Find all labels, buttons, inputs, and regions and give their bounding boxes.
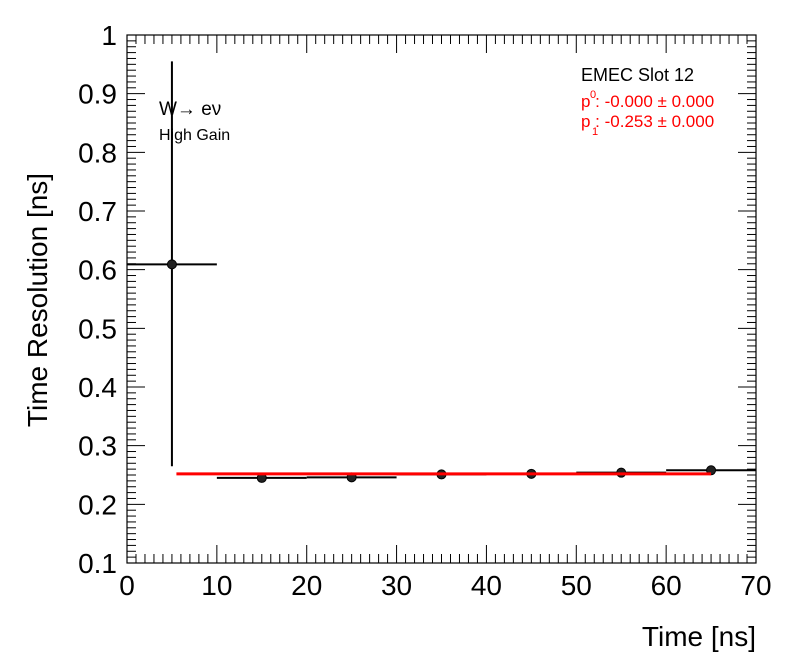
y-tick-label: 0.4 — [78, 372, 117, 403]
fit-p0-label: p : -0.000 ± 0.000 — [581, 92, 714, 111]
y-tick-label: 0.8 — [78, 137, 117, 168]
x-tick-label: 20 — [291, 570, 322, 601]
y-tick-label: 0.2 — [78, 489, 117, 520]
x-tick-label: 30 — [381, 570, 412, 601]
data-layer — [127, 61, 756, 483]
slot-label: EMEC Slot 12 — [581, 65, 694, 85]
fit-p0-index: 0 — [590, 89, 596, 101]
x-tick-label: 60 — [651, 570, 682, 601]
fit-p1-index: 1 — [592, 126, 598, 138]
data-point — [216, 472, 307, 483]
x-tick-label: 50 — [561, 570, 592, 601]
y-axis-label: Time Resolution [ns] — [22, 173, 53, 427]
x-axis-label: Time [ns] — [642, 621, 756, 652]
x-axis-tick-labels: 0 10 20 30 40 50 60 70 — [119, 570, 771, 601]
y-tick-label: 0.3 — [78, 431, 117, 462]
y-tick-label: 0.6 — [78, 255, 117, 286]
process-label: W→ eν — [159, 99, 221, 120]
point-marker — [166, 259, 177, 270]
fit-p1-label: p : -0.253 ± 0.000 — [581, 112, 714, 131]
x-tick-label: 70 — [740, 570, 771, 601]
gain-label: High Gain — [159, 127, 230, 144]
y-axis-tick-labels: 0.1 0.2 0.3 0.4 0.5 0.6 0.7 0.8 0.9 1 — [78, 20, 117, 579]
x-tick-label: 40 — [471, 570, 502, 601]
y-tick-label: 0.7 — [78, 196, 117, 227]
x-tick-label: 0 — [119, 570, 135, 601]
data-point — [127, 61, 217, 467]
y-tick-label: 0.5 — [78, 313, 117, 344]
y-tick-label: 1 — [101, 20, 117, 51]
x-tick-label: 10 — [201, 570, 232, 601]
y-tick-label: 0.9 — [78, 79, 117, 110]
axis-ticks — [126, 34, 757, 564]
y-tick-label: 0.1 — [78, 548, 117, 579]
